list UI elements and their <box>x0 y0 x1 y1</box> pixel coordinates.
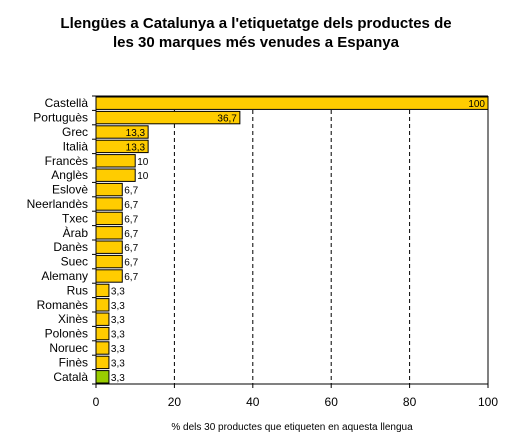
value-label: 6,7 <box>124 186 138 197</box>
bar-16 <box>95 326 110 341</box>
value-label: 100 <box>468 99 485 110</box>
value-label: 6,7 <box>124 229 138 240</box>
category-label: Català <box>53 370 88 384</box>
value-label: 3,3 <box>111 344 125 355</box>
bar-17 <box>95 341 110 355</box>
bar-13 <box>95 283 110 298</box>
value-label: 6,7 <box>124 243 138 254</box>
category-label: Portuguès <box>33 111 88 125</box>
bar-15 <box>95 312 110 326</box>
category-label: Romanès <box>37 298 88 312</box>
category-label: Anglès <box>51 168 88 182</box>
bar-8 <box>95 211 123 226</box>
category-label: Txec <box>62 211 88 225</box>
value-label: 13,3 <box>126 128 146 139</box>
category-label: Alemany <box>41 269 88 283</box>
value-label: 13,3 <box>126 142 146 153</box>
value-label: 10 <box>137 171 149 182</box>
category-label: Polonès <box>45 327 88 341</box>
bar-4 <box>95 154 136 168</box>
value-label: 36,7 <box>217 114 237 125</box>
category-label: Finès <box>59 355 88 369</box>
value-label: 3,3 <box>111 315 125 326</box>
value-label: 3,3 <box>111 330 125 341</box>
x-tick-label: 20 <box>168 395 182 409</box>
chart-title: Llengües a Catalunya a l'etiquetatge del… <box>60 15 452 51</box>
category-label: Italià <box>63 139 89 153</box>
x-tick-label: 80 <box>403 395 417 409</box>
bar-7 <box>95 197 123 211</box>
bar-14 <box>95 298 110 312</box>
x-tick-label: 40 <box>246 395 260 409</box>
bar-10 <box>95 240 123 254</box>
category-label: Suec <box>61 255 88 269</box>
x-tick-label: 60 <box>325 395 339 409</box>
x-tick-label: 100 <box>478 395 498 409</box>
gridlines <box>173 96 411 384</box>
value-label: 6,7 <box>124 200 138 211</box>
bar-18 <box>95 355 110 370</box>
category-label: Noruec <box>49 341 88 355</box>
value-label: 3,3 <box>111 286 125 297</box>
bars: 100 36,7 13,3 13,3 10 10 6,7 6,7 6,7 6,7 6,7 6,7 6,7… <box>95 96 489 384</box>
bar-5 <box>95 168 136 182</box>
value-label: 3,3 <box>111 373 125 384</box>
value-label: 3,3 <box>111 301 125 312</box>
category-label: Francès <box>45 154 88 168</box>
value-label: 6,7 <box>124 258 138 269</box>
value-label: 6,7 <box>124 214 138 225</box>
category-label: Danès <box>53 240 88 254</box>
bar-6 <box>95 182 123 197</box>
bar-11 <box>95 254 123 269</box>
value-label: 6,7 <box>124 272 138 283</box>
bar-9 <box>95 226 123 240</box>
category-label: Àrab <box>63 225 89 240</box>
category-label: Eslovè <box>52 183 88 197</box>
axes: CastellàPortuguèsGrecItaliàFrancèsAnglès… <box>27 95 498 409</box>
bar-12 <box>95 269 123 283</box>
value-label: 10 <box>137 157 149 168</box>
category-label: Neerlandès <box>27 197 88 211</box>
category-label: Rus <box>67 283 88 297</box>
value-label: 3,3 <box>111 358 125 369</box>
bar-0 <box>95 96 489 110</box>
category-label: Xinès <box>58 312 88 326</box>
x-tick-label: 0 <box>93 395 100 409</box>
category-label: Grec <box>62 125 88 139</box>
category-label: Castellà <box>45 96 89 110</box>
x-axis-title: % dels 30 productes que etiqueten en aqu… <box>171 422 413 433</box>
bar-19 <box>95 370 110 384</box>
